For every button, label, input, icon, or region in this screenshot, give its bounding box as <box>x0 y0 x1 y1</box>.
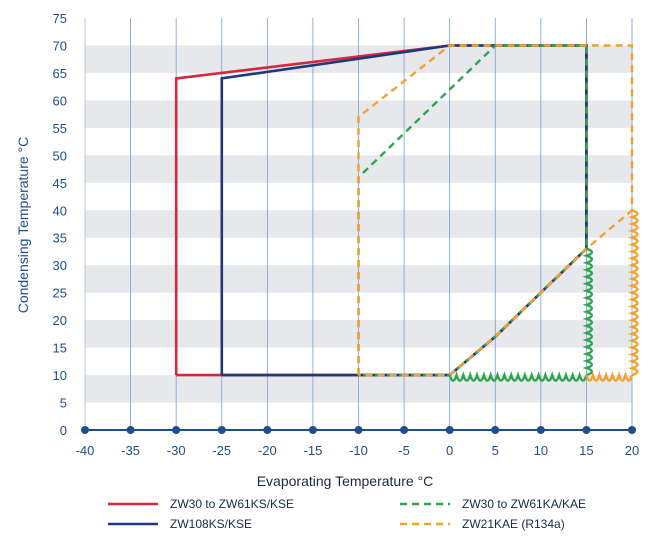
legend-label: ZW108KS/KSE <box>170 517 252 531</box>
coil-layer <box>448 209 639 382</box>
x-axis-title: Evaporating Temperature °C <box>257 473 434 489</box>
x-axis-dot <box>81 426 89 434</box>
x-tick-label: -20 <box>258 443 277 458</box>
y-tick-label: 50 <box>53 148 67 163</box>
y-tick-label: 75 <box>53 11 67 26</box>
x-axis-dot <box>628 426 636 434</box>
y-tick-label: 5 <box>60 396 67 411</box>
y-tick-labels: 0 5 10 15 20 25 30 35 40 45 50 55 60 65 70 75 <box>53 11 67 438</box>
y-tick-label: 15 <box>53 341 67 356</box>
y-tick-label: 65 <box>53 66 67 81</box>
y-tick-label: 20 <box>53 313 67 328</box>
x-axis-dot <box>308 426 317 434</box>
x-axis <box>81 426 636 434</box>
series-line <box>357 44 634 377</box>
legend: ZW30 to ZW61KS/KSE ZW108KS/KSE ZW30 to ZW6… <box>108 497 586 531</box>
y-tick-label: 10 <box>53 368 67 383</box>
legend-label: ZW30 to ZW61KS/KSE <box>170 497 294 511</box>
x-axis-dot <box>536 426 545 434</box>
x-tick-label: -5 <box>398 443 410 458</box>
coil-annotation <box>627 209 639 377</box>
x-tick-label: -15 <box>304 443 323 458</box>
x-tick-label: -40 <box>76 443 95 458</box>
x-tick-label: 10 <box>534 443 548 458</box>
legend-label: ZW30 to ZW61KA/KAE <box>462 497 586 511</box>
coil-annotation <box>582 247 594 377</box>
x-tick-label: 15 <box>579 443 593 458</box>
x-axis-dot <box>445 426 454 434</box>
x-tick-label: -25 <box>212 443 231 458</box>
y-tick-label: 45 <box>53 176 67 191</box>
x-tick-label: 0 <box>446 443 453 458</box>
x-axis-dot <box>491 426 500 434</box>
x-axis-dot <box>126 426 135 434</box>
coil-annotation <box>585 370 634 382</box>
x-tick-label: 20 <box>625 443 639 458</box>
x-axis-dot <box>217 426 226 434</box>
y-tick-label: 40 <box>53 203 67 218</box>
x-axis-dot <box>400 426 409 434</box>
y-tick-label: 30 <box>53 258 67 273</box>
x-tick-label: -10 <box>349 443 368 458</box>
y-tick-label: 25 <box>53 286 67 301</box>
coil-annotation <box>448 371 588 382</box>
x-tick-label: -30 <box>167 443 186 458</box>
x-axis-dot <box>354 426 363 434</box>
y-tick-label: 35 <box>53 231 67 246</box>
y-tick-label: 55 <box>53 121 67 136</box>
y-tick-label: 60 <box>53 93 67 108</box>
x-tick-label: -35 <box>121 443 140 458</box>
y-tick-label: 70 <box>53 38 67 53</box>
x-tick-labels: -40 -35 -30 -25 -20 -15 -10 -5 0 5 10 15 20 <box>76 443 640 458</box>
x-tick-label: 5 <box>492 443 499 458</box>
x-axis-dot <box>172 426 181 434</box>
y-tick-label: 0 <box>60 423 67 438</box>
legend-label: ZW21KAE (R134a) <box>462 517 565 531</box>
x-axis-dot <box>263 426 272 434</box>
x-axis-dot <box>582 426 591 434</box>
y-axis-title: Condensing Temperature °C <box>15 137 31 314</box>
